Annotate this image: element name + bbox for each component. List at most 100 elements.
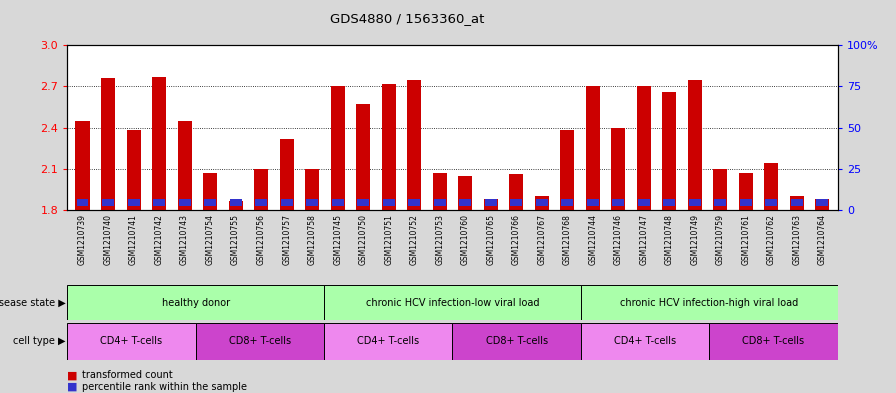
Text: GSM1210760: GSM1210760 [461, 214, 470, 265]
Text: CD8+ T-cells: CD8+ T-cells [228, 336, 291, 346]
Text: ■: ■ [67, 382, 82, 392]
Text: CD4+ T-cells: CD4+ T-cells [100, 336, 162, 346]
Bar [127, 198, 140, 206]
Bar [433, 173, 447, 210]
Bar [765, 198, 778, 206]
Bar [409, 198, 420, 206]
Text: cell type ▶: cell type ▶ [13, 336, 65, 346]
Bar [587, 198, 599, 206]
Text: GSM1210743: GSM1210743 [180, 214, 189, 265]
Text: GSM1210753: GSM1210753 [435, 214, 444, 265]
Text: disease state ▶: disease state ▶ [0, 298, 65, 308]
Bar [586, 86, 599, 210]
Text: GSM1210739: GSM1210739 [78, 214, 87, 265]
Text: GSM1210757: GSM1210757 [282, 214, 291, 265]
Bar [740, 198, 752, 206]
Bar [458, 176, 472, 210]
Text: chronic HCV infection-high viral load: chronic HCV infection-high viral load [620, 298, 798, 308]
Bar [229, 198, 242, 206]
Text: GSM1210761: GSM1210761 [741, 214, 751, 264]
Bar [332, 198, 344, 206]
Bar [662, 92, 676, 210]
Text: CD4+ T-cells: CD4+ T-cells [358, 336, 419, 346]
Text: GDS4880 / 1563360_at: GDS4880 / 1563360_at [331, 12, 485, 25]
Text: GSM1210767: GSM1210767 [538, 214, 547, 265]
Bar [324, 323, 452, 360]
Bar [791, 198, 803, 206]
Text: GSM1210747: GSM1210747 [640, 214, 649, 265]
Bar [67, 285, 324, 320]
Bar [535, 196, 548, 210]
Text: healthy donor: healthy donor [161, 298, 229, 308]
Text: GSM1210766: GSM1210766 [512, 214, 521, 265]
Text: GSM1210741: GSM1210741 [129, 214, 138, 264]
Text: ■: ■ [67, 370, 82, 380]
Bar [67, 323, 195, 360]
Bar [511, 198, 522, 206]
Bar [688, 79, 702, 210]
Bar [255, 198, 267, 206]
Bar [356, 104, 370, 210]
Text: GSM1210758: GSM1210758 [307, 214, 316, 264]
Bar [204, 198, 216, 206]
Text: GSM1210744: GSM1210744 [589, 214, 598, 265]
Bar [484, 199, 498, 210]
Text: GSM1210768: GSM1210768 [563, 214, 572, 264]
Bar [710, 323, 838, 360]
Bar [75, 121, 90, 210]
Text: GSM1210756: GSM1210756 [256, 214, 265, 265]
Bar [101, 78, 115, 210]
Bar [611, 128, 625, 210]
Bar [713, 169, 728, 210]
Bar [790, 196, 804, 210]
Bar [383, 198, 394, 206]
Text: GSM1210742: GSM1210742 [154, 214, 164, 264]
Text: GSM1210751: GSM1210751 [384, 214, 393, 264]
Text: GSM1210764: GSM1210764 [818, 214, 827, 265]
Bar [203, 173, 217, 210]
Text: GSM1210746: GSM1210746 [614, 214, 623, 265]
Bar [178, 198, 191, 206]
Text: chronic HCV infection-low viral load: chronic HCV infection-low viral load [366, 298, 539, 308]
Bar [509, 174, 523, 210]
Text: transformed count: transformed count [82, 370, 173, 380]
Bar [815, 199, 830, 210]
Bar [324, 285, 581, 320]
Bar [452, 323, 581, 360]
Bar [153, 198, 165, 206]
Bar [407, 79, 421, 210]
Text: CD8+ T-cells: CD8+ T-cells [486, 336, 547, 346]
Bar [306, 169, 319, 210]
Bar [638, 198, 650, 206]
Bar [714, 198, 727, 206]
Bar [254, 169, 268, 210]
Bar [764, 163, 779, 210]
Text: CD8+ T-cells: CD8+ T-cells [743, 336, 805, 346]
Bar [382, 84, 396, 210]
Bar [460, 198, 471, 206]
Text: GSM1210765: GSM1210765 [487, 214, 495, 265]
Bar [663, 198, 676, 206]
Bar [177, 121, 192, 210]
Bar [816, 198, 829, 206]
Text: GSM1210749: GSM1210749 [691, 214, 700, 265]
Bar [612, 198, 625, 206]
Bar [358, 198, 369, 206]
Text: GSM1210763: GSM1210763 [792, 214, 801, 265]
Bar [280, 139, 294, 210]
Bar [280, 198, 293, 206]
Text: GSM1210745: GSM1210745 [333, 214, 342, 265]
Bar [76, 198, 89, 206]
Bar [195, 323, 324, 360]
Text: GSM1210754: GSM1210754 [205, 214, 214, 265]
Bar [126, 130, 141, 210]
Bar [581, 285, 838, 320]
Bar [536, 198, 547, 206]
Text: GSM1210759: GSM1210759 [716, 214, 725, 265]
Bar [689, 198, 701, 206]
Bar [581, 323, 710, 360]
Text: GSM1210752: GSM1210752 [409, 214, 418, 264]
Text: percentile rank within the sample: percentile rank within the sample [82, 382, 247, 392]
Bar [739, 173, 753, 210]
Text: GSM1210762: GSM1210762 [767, 214, 776, 264]
